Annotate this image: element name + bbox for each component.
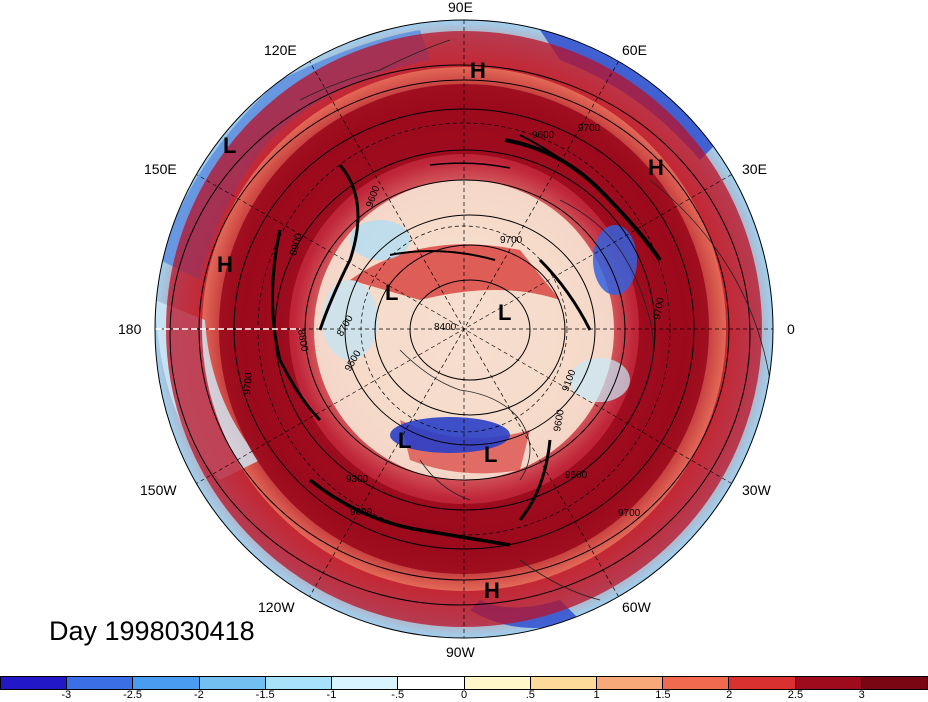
- lon-label: 180: [118, 321, 142, 337]
- colorbar-tick-label: 1: [593, 689, 600, 701]
- high-center-marker: H: [217, 252, 233, 277]
- colorbar-segment: [663, 677, 730, 689]
- lon-label: 90E: [448, 0, 473, 15]
- map-title: Day 1998030418: [49, 616, 255, 646]
- colorbar-segment: [199, 677, 266, 689]
- colorbar-segment: [398, 677, 465, 689]
- longitude-labels: 90E 60E 30E 0 30W 60W 90W 120W 150W 180 …: [118, 0, 795, 660]
- colorbar-tick-label: -1.5: [255, 689, 275, 701]
- colorbar-segment: [596, 677, 664, 689]
- contour-label: 9600: [565, 470, 588, 481]
- coastlines: [299, 39, 771, 601]
- pressure-centers: H H L H H L L L L: [217, 58, 664, 603]
- blue-patch-center: [390, 417, 510, 453]
- colorbar-segment: [729, 677, 796, 689]
- colorbar-tick-label: -2.5: [123, 689, 143, 701]
- colorbar-segment: [464, 677, 531, 689]
- high-center-marker: H: [648, 155, 664, 180]
- contour-label: 8800: [295, 329, 310, 353]
- jet-contours: [271, 134, 662, 547]
- map-boundary: [154, 19, 774, 639]
- colorbar-tick-label: -.5: [391, 689, 405, 701]
- lon-label: 120W: [258, 599, 295, 615]
- colorbar-segment: [133, 677, 200, 689]
- contour-label: 9700: [652, 296, 667, 320]
- lon-label: 60W: [622, 599, 652, 615]
- colorbar-tick-label: .5: [525, 689, 535, 701]
- low-center-marker: L: [484, 442, 497, 467]
- high-center-marker: H: [470, 58, 486, 83]
- colorbar-tick-label: 2: [726, 689, 733, 701]
- contour-label: 9700: [618, 508, 641, 519]
- contour-label: 8400: [434, 322, 457, 333]
- low-center-marker: L: [223, 133, 236, 158]
- colorbar-tick-label: 3: [858, 689, 865, 701]
- lon-label: 0: [787, 321, 795, 337]
- contour-labels: 9600 9700 9700 9700 9600 9600 9700 9300 …: [242, 123, 667, 519]
- contour-label: 9600: [552, 408, 567, 432]
- contour-label: 9300: [346, 474, 369, 485]
- colorbar-tick-labels: -3 -2.5 -2 -1.5 -1 -.5 0 .5 1 1.5 2 2.5 3: [0, 689, 928, 702]
- polar-stereographic-map: 90E 60E 30E 0 30W 60W 90W 120W 150W 180 …: [118, 0, 795, 660]
- contour-label: 9700: [578, 123, 601, 134]
- low-center-marker: L: [398, 428, 411, 453]
- contour-label: 9700: [242, 372, 255, 396]
- lon-label: 60E: [622, 42, 647, 58]
- low-center-marker: L: [498, 300, 511, 325]
- colorbar-tick-label: -3: [61, 689, 72, 701]
- lon-label: 30E: [742, 161, 767, 177]
- colorbar-segment: [1, 677, 68, 689]
- colorbar-tick-label: -1: [326, 689, 337, 701]
- colorbar-tick-label: 0: [460, 689, 468, 701]
- colorbar-segment: [332, 677, 399, 689]
- colorbar-segment: [795, 677, 862, 689]
- colorbar-segment: [67, 677, 134, 689]
- contour-label: 9600: [532, 130, 555, 141]
- lon-label: 150W: [140, 482, 177, 498]
- colorbar-tick-label: -2: [193, 689, 204, 701]
- colorbar-segment: [265, 677, 333, 689]
- lon-label: 30W: [742, 482, 772, 498]
- lon-label: 150E: [144, 161, 177, 177]
- colorbar-tick-label: 2.5: [787, 689, 804, 701]
- colorbar-tick-label: 1.5: [655, 689, 671, 701]
- colorbar-segment: [861, 677, 928, 689]
- low-center-marker: L: [385, 280, 398, 305]
- lon-label: 120E: [264, 42, 297, 58]
- high-center-marker: H: [484, 578, 500, 603]
- colorbar-segment: [530, 677, 597, 689]
- lon-label: 90W: [446, 644, 476, 660]
- contour-label: 9600: [350, 507, 373, 518]
- contour-label: 9700: [500, 235, 523, 246]
- colorbar: [0, 676, 928, 690]
